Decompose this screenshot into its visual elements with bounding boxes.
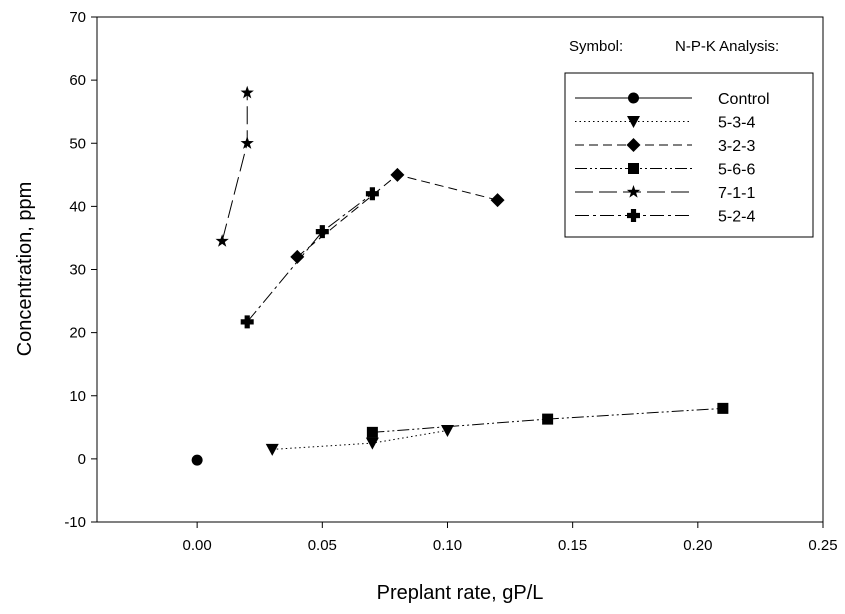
legend-entry: 5-2-4 — [575, 209, 755, 226]
data-point — [265, 443, 279, 456]
data-point — [365, 187, 379, 201]
data-point — [542, 413, 554, 425]
data-point — [365, 437, 379, 450]
legend-label: 5-3-4 — [718, 115, 755, 132]
series-line — [221, 92, 248, 242]
series-5-3-4 — [265, 424, 454, 456]
legend-box — [564, 72, 814, 238]
data-point — [290, 249, 305, 264]
y-tick-label: 0 — [78, 451, 86, 468]
y-tick-label: 20 — [69, 325, 86, 342]
legend-label: 5-6-6 — [718, 162, 755, 179]
y-tick-label: 30 — [69, 262, 86, 279]
y-tick-label: 60 — [69, 72, 86, 89]
data-point — [240, 85, 254, 99]
data-point — [440, 424, 454, 437]
legend-marker — [626, 138, 641, 152]
y-axis-label: Concentration, ppm — [14, 182, 36, 357]
series-5-6-6 — [366, 402, 729, 438]
series-line — [272, 429, 448, 450]
data-point — [390, 167, 405, 182]
x-tick-label: 0.05 — [308, 537, 337, 554]
legend-label: 3-2-3 — [718, 138, 755, 155]
legend-entry: 5-3-4 — [575, 115, 755, 132]
y-tick-label: -10 — [64, 514, 86, 531]
legend-marker — [628, 92, 639, 104]
data-point — [215, 234, 229, 247]
data-point — [240, 315, 254, 329]
x-tick-label: 0.20 — [683, 537, 712, 554]
data-point — [717, 402, 729, 414]
x-tick-label: 0.25 — [808, 537, 837, 554]
series-Control — [191, 454, 203, 466]
x-tick-label: 0.00 — [183, 537, 212, 554]
legend-layer: Control 5-3-4 3-2-3 5-6-6 7-1-1 5-2-4 — [575, 91, 770, 226]
y-tick-label: 50 — [69, 135, 86, 152]
y-tick-label: 70 — [69, 9, 86, 26]
legend-analysis-header: N-P-K Analysis: — [675, 38, 779, 55]
legend-symbol-header: Symbol: — [569, 38, 623, 55]
x-tick-label: 0.15 — [558, 537, 587, 554]
data-point — [191, 454, 203, 466]
legend-label: Control — [718, 91, 770, 108]
legend-label: 5-2-4 — [718, 209, 755, 226]
legend-entry: 3-2-3 — [575, 138, 755, 155]
data-point — [366, 426, 378, 438]
data-point — [490, 193, 505, 208]
data-point — [240, 136, 254, 149]
x-axis-label: Preplant rate, gP/L — [377, 582, 544, 604]
series-line — [296, 174, 498, 258]
series-3-2-3 — [290, 167, 505, 264]
legend-marker — [628, 163, 639, 174]
series-7-1-1 — [215, 85, 254, 247]
y-tick-label: 10 — [69, 388, 86, 405]
x-tick-label: 0.10 — [433, 537, 462, 554]
series-layer — [191, 85, 729, 466]
legend-marker — [626, 185, 641, 198]
series-line — [246, 193, 373, 323]
legend-label: 7-1-1 — [718, 185, 755, 202]
data-point — [315, 225, 329, 239]
series-5-2-4 — [240, 187, 379, 329]
legend-entry: 7-1-1 — [575, 185, 755, 202]
legend-marker — [627, 209, 640, 222]
legend-marker — [627, 116, 640, 128]
legend-entry: 5-6-6 — [575, 162, 755, 179]
y-tick-label: 40 — [69, 198, 86, 215]
legend-entry: Control — [575, 91, 770, 108]
ticks-layer: 0.00 0.05 0.10 0.15 0.20 0.25 -10 0 10 20 30 40 50 60… — [64, 9, 837, 554]
